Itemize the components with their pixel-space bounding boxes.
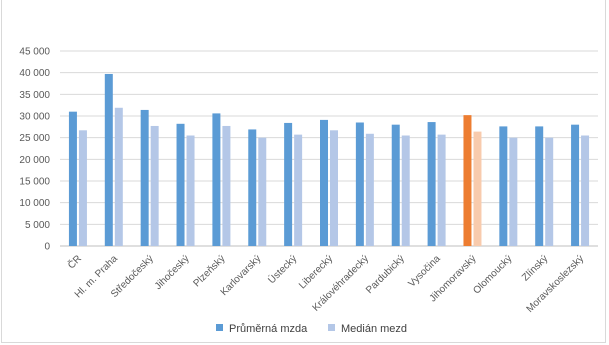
- bar-median-mezd: [473, 131, 482, 246]
- legend: Průměrná mzda Medián mezd: [216, 323, 407, 335]
- bar-prumerna-mzda: [571, 124, 580, 246]
- gridlines: [60, 50, 598, 247]
- bar-median-mezd: [294, 134, 303, 246]
- bar-prumerna-mzda: [499, 126, 508, 246]
- legend-label-series-1: Průměrná mzda: [229, 323, 308, 335]
- x-category-label: Liberecký: [297, 253, 335, 291]
- bar-median-mezd: [330, 130, 338, 246]
- bar-prumerna-mzda: [535, 126, 544, 246]
- bar-prumerna-mzda: [104, 73, 113, 246]
- y-tick-label: 45 000: [19, 47, 50, 58]
- bar-prumerna-mzda: [355, 122, 364, 246]
- x-category-label: Plzeňský: [191, 253, 227, 289]
- x-category-label: Olomoucký: [471, 253, 514, 296]
- y-tick-label: 10 000: [19, 198, 50, 209]
- y-tick-label: 40 000: [19, 68, 50, 79]
- x-category-label: ČR: [65, 252, 84, 271]
- bar-median-mezd: [581, 135, 590, 246]
- x-category-label: Vysočina: [407, 253, 444, 290]
- bar-prumerna-mzda: [176, 123, 185, 246]
- bar-median-mezd: [78, 130, 87, 246]
- bar-median-mezd: [150, 125, 159, 246]
- bar-prumerna-mzda: [391, 124, 400, 246]
- bar-median-mezd: [401, 135, 410, 246]
- bar-median-mezd: [509, 137, 518, 246]
- bar-prumerna-mzda: [212, 113, 221, 247]
- bar-prumerna-mzda: [463, 115, 472, 246]
- y-tick-label: 35 000: [19, 90, 50, 101]
- bar-median-mezd: [258, 137, 267, 246]
- y-axis-ticks: 0 5 000 10 000 15 000 20 000 25 000 30 000 35 0…: [19, 47, 50, 253]
- legend-swatch-series-2: [328, 324, 335, 331]
- y-tick-label: 15 000: [19, 177, 50, 188]
- x-category-label: Pardubický: [364, 253, 407, 296]
- bar-median-mezd: [437, 134, 446, 246]
- bar-prumerna-mzda: [320, 119, 328, 246]
- bar-median-mezd: [365, 133, 374, 246]
- bar-median-mezd: [222, 125, 231, 246]
- bar-median-mezd: [114, 107, 123, 247]
- y-tick-label: 20 000: [19, 155, 50, 166]
- y-tick-label: 30 000: [19, 112, 50, 123]
- x-category-label: Zlínský: [520, 253, 550, 283]
- y-tick-label: 0: [44, 242, 50, 253]
- y-tick-label: 25 000: [19, 133, 50, 144]
- legend-label-series-2: Medián mezd: [341, 323, 407, 335]
- bar-median-mezd: [545, 137, 554, 246]
- bar-median-mezd: [186, 135, 195, 246]
- legend-swatch-series-1: [216, 324, 223, 331]
- bars: [68, 73, 590, 247]
- bar-prumerna-mzda: [427, 122, 436, 246]
- bar-prumerna-mzda: [68, 111, 77, 247]
- x-category-label: Ústecký: [265, 252, 299, 286]
- x-category-label: Jihočeský: [153, 253, 192, 292]
- bar-prumerna-mzda: [140, 109, 149, 246]
- bar-prumerna-mzda: [284, 122, 293, 246]
- y-tick-label: 5 000: [25, 220, 50, 231]
- bar-prumerna-mzda: [248, 129, 257, 246]
